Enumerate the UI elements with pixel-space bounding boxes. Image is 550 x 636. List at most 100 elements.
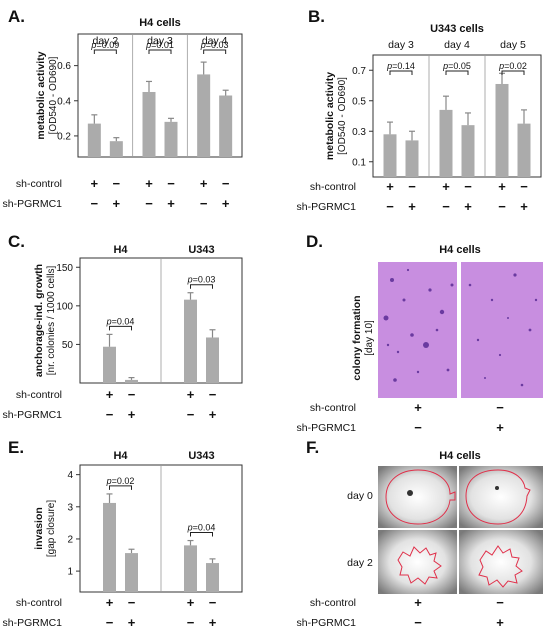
chart-a-ylabel: metabolic activity <box>35 51 47 139</box>
chart-b-title: U343 cells <box>430 23 484 35</box>
panel-d-condition-label: sh-control <box>310 402 356 414</box>
chart-a-bar-sh-PGRMC1 <box>109 141 123 157</box>
chart-a-ytick-label: 0.2 <box>57 131 71 142</box>
panel-f-condition-label: sh-control <box>310 597 356 609</box>
chart-c-pvalue-bracket <box>190 284 213 289</box>
chart-c-condition-sign: + <box>187 387 195 402</box>
chart-e-ytick-label: 4 <box>67 470 73 481</box>
chart-e-bar-sh-control <box>103 502 116 592</box>
chart-b-condition-sign: + <box>520 199 528 214</box>
chart-c-bar-sh-control <box>184 299 197 383</box>
chart-e-pvalue: p=0.04 <box>187 523 216 533</box>
chart-a-condition-sign: − <box>167 176 175 191</box>
chart-e-pvalue-bracket <box>190 532 213 537</box>
chart-a-condition-sign: + <box>145 176 153 191</box>
chart-b-condition-sign: − <box>442 199 450 214</box>
chart-a-condition-sign: + <box>113 196 121 211</box>
chart-e-bar-sh-PGRMC1 <box>125 553 138 592</box>
chart-a-pvalue-bracket <box>148 49 172 54</box>
chart-a-frame <box>77 33 243 158</box>
panel-letter-c: C. <box>8 232 25 251</box>
panel-letter-a: A. <box>8 7 25 26</box>
chart-b-condition-label: sh-PGRMC1 <box>296 201 356 213</box>
chart-b-group-label: day 4 <box>444 39 470 51</box>
chart-c-pvalue-bracket <box>109 325 132 331</box>
panel-d-condition-label: sh-PGRMC1 <box>296 422 356 434</box>
chart-a-bar-sh-PGRMC1 <box>219 95 233 157</box>
chart-b-bar-sh-control <box>383 134 397 177</box>
chart-c-condition-sign: − <box>209 387 217 402</box>
chart-b-condition-sign: − <box>498 199 506 214</box>
chart-e-pvalue-bracket <box>109 485 132 490</box>
chart-c-condition-sign: + <box>106 387 114 402</box>
chart-a-condition-sign: − <box>113 176 121 191</box>
chart-e-ytick-label: 1 <box>67 567 73 578</box>
chart-c-pvalue: p=0.04 <box>106 316 135 326</box>
chart-a-condition-sign: + <box>167 196 175 211</box>
chart-e-condition-label: sh-control <box>16 597 62 609</box>
chart-a-group-label: day 4 <box>202 35 228 47</box>
chart-b-condition-sign: + <box>386 179 394 194</box>
panel-letter-b: B. <box>308 7 325 26</box>
chart-e-bar-sh-PGRMC1 <box>206 563 219 592</box>
chart-e-condition-sign: + <box>209 615 217 630</box>
chart-a-condition-sign: − <box>145 196 153 211</box>
chart-a-condition-sign: − <box>200 196 208 211</box>
chart-e-ylabel: invasion <box>33 507 45 550</box>
chart-a-pvalue-bracket <box>93 49 117 54</box>
chart-b-condition-label: sh-control <box>310 181 356 193</box>
chart-c-ytick-label: 100 <box>56 301 73 312</box>
chart-b-frame <box>372 54 542 178</box>
chart-a-condition-sign: − <box>91 196 99 211</box>
chart-b-pvalue: p=0.05 <box>442 61 471 71</box>
chart-e-condition-sign: + <box>106 595 114 610</box>
chart-c-group-label: H4 <box>113 244 128 256</box>
chart-a-pvalue: p=0.09 <box>90 40 119 50</box>
chart-e-condition-sign: − <box>106 615 114 630</box>
chart-b-condition-sign: + <box>408 199 416 214</box>
chart-b-condition-sign: − <box>520 179 528 194</box>
panel-f-condition-sign: − <box>496 595 504 610</box>
chart-b-condition-sign: − <box>386 199 394 214</box>
chart-a-condition-sign: + <box>200 176 208 191</box>
chart-c-condition-sign: − <box>187 407 195 422</box>
chart-a-pvalue: p=0.03 <box>200 40 229 50</box>
chart-a-bar-sh-PGRMC1 <box>164 121 178 157</box>
chart-b-condition-sign: + <box>464 199 472 214</box>
chart-c-condition-sign: − <box>106 407 114 422</box>
chart-a-pvalue-bracket <box>203 49 227 54</box>
chart-a-title: H4 cells <box>139 17 181 29</box>
chart-a-condition-sign: + <box>91 176 99 191</box>
chart-b-bar-sh-PGRMC1 <box>517 123 531 177</box>
chart-c-bar-sh-PGRMC1 <box>125 379 138 383</box>
chart-b-pvalue-bracket <box>389 70 413 75</box>
chart-a-condition-sign: − <box>222 176 230 191</box>
chart-e-bar-sh-control <box>184 545 197 592</box>
chart-a-ytick-label: 0.6 <box>57 61 71 72</box>
chart-a-bar-sh-control <box>142 91 156 157</box>
chart-e-pvalue: p=0.02 <box>106 476 135 486</box>
panel-letter-d: D. <box>306 232 323 251</box>
chart-a-condition-label: sh-control <box>16 178 62 190</box>
chart-e-ytick-label: 2 <box>67 534 73 545</box>
chart-b-condition-sign: + <box>442 179 450 194</box>
chart-b-bar-sh-control <box>495 83 509 177</box>
panel-d-condition-sign: + <box>496 420 504 435</box>
chart-c-condition-sign: + <box>128 407 136 422</box>
chart-a-ytick-label: 0.4 <box>57 96 71 107</box>
panel-letter-e: E. <box>8 438 25 457</box>
chart-b-ytick-label: 0.7 <box>352 66 366 77</box>
chart-b-condition-sign: + <box>498 179 506 194</box>
chart-c-bar-sh-PGRMC1 <box>206 337 219 383</box>
chart-c-condition-sign: − <box>128 387 136 402</box>
chart-a-pvalue: p=0.01 <box>145 40 174 50</box>
chart-e-ylabel-sub: [gap closure] <box>46 500 57 557</box>
chart-e-condition-sign: + <box>128 615 136 630</box>
chart-b-group-label: day 3 <box>388 39 414 51</box>
panel-f-condition-sign: + <box>414 595 422 610</box>
chart-b-bar-sh-PGRMC1 <box>405 140 419 177</box>
chart-c-bar-sh-control <box>103 346 116 383</box>
panel-d-condition-sign: − <box>496 400 504 415</box>
chart-e-condition-sign: − <box>187 615 195 630</box>
